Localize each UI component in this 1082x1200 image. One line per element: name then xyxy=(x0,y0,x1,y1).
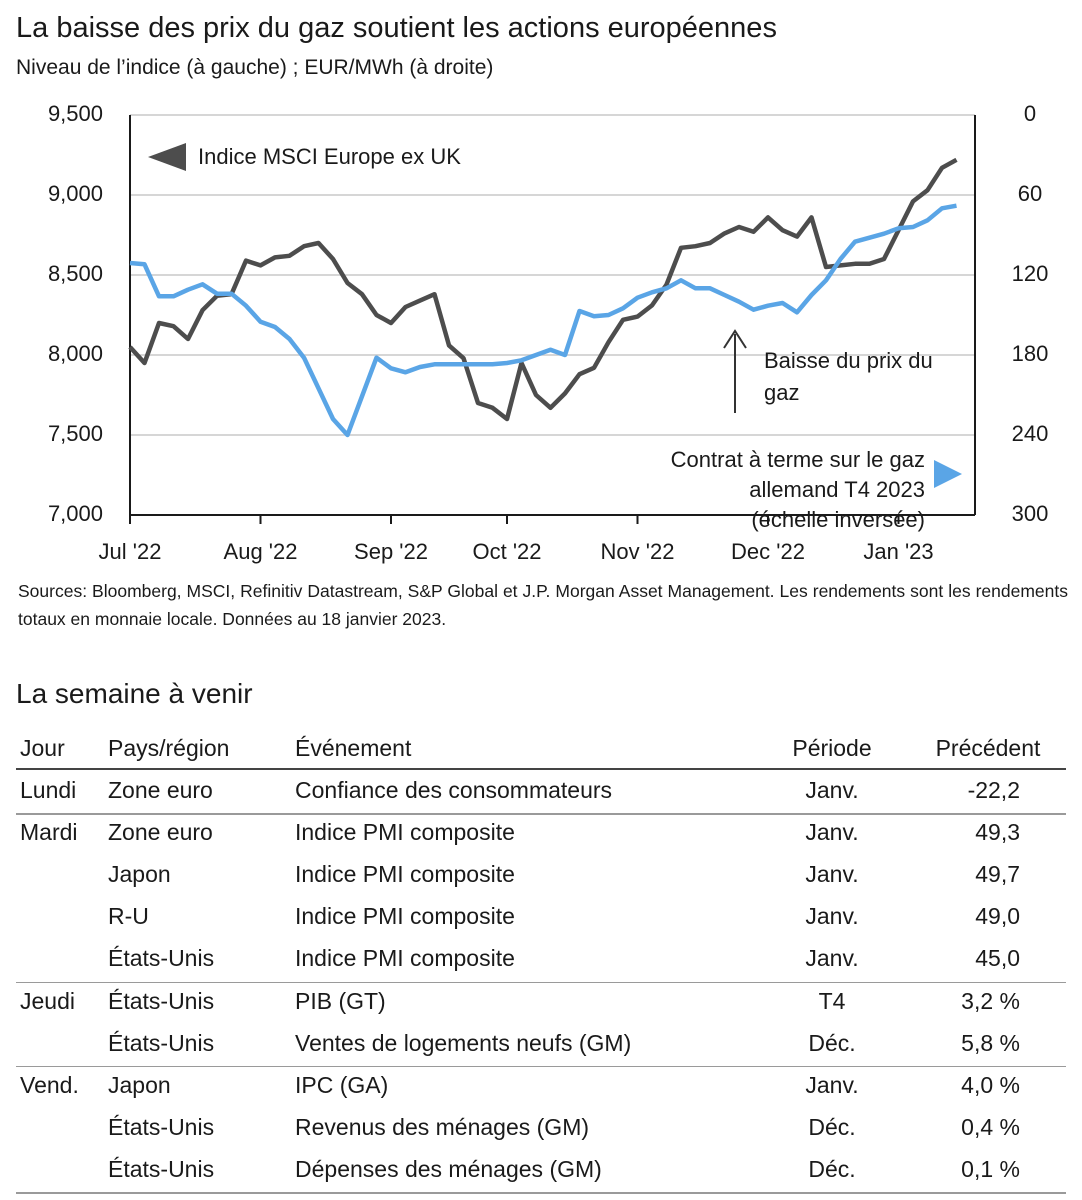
x-tick-label: Nov '22 xyxy=(601,539,675,564)
y-tick-label: 9,500 xyxy=(48,101,103,126)
value-cell: 49,0 xyxy=(975,903,1020,930)
table-cell: États-Unis xyxy=(108,987,215,1014)
value-cell: 5,8 % xyxy=(961,1029,1020,1056)
column-header: Période xyxy=(792,735,872,761)
table-cell: Janv. xyxy=(805,903,859,930)
table-cell: Indice PMI composite xyxy=(295,903,515,930)
annotation-arrowhead xyxy=(723,329,747,349)
table-cell: PIB (GT) xyxy=(295,987,386,1014)
table-cell: Vend. xyxy=(20,1071,79,1098)
value-cell: -22,2 xyxy=(967,777,1020,803)
y-tick-label: 7,000 xyxy=(48,501,103,526)
table-cell: Janv. xyxy=(805,861,859,888)
table-cell: Zone euro xyxy=(108,819,213,846)
table-cell: Dépenses des ménages (GM) xyxy=(295,1155,602,1182)
y2-tick-label: 0 xyxy=(1024,101,1036,126)
y-tick-label: 8,000 xyxy=(48,341,103,366)
table-cell: Japon xyxy=(108,1071,171,1098)
table-cell: Déc. xyxy=(808,1155,856,1182)
source-note: Sources: Bloomberg, MSCI, Refinitiv Data… xyxy=(18,581,1068,629)
annotation: Baisse du prix du gaz xyxy=(764,348,933,405)
table-cell: Revenus des ménages (GM) xyxy=(295,1113,590,1140)
x-tick-label: Dec '22 xyxy=(731,539,805,564)
value-cell: 49,7 xyxy=(975,861,1020,888)
table-cell: Indice PMI composite xyxy=(295,945,515,972)
x-tick-label: Jul '22 xyxy=(99,539,162,564)
x-tick-label: Aug '22 xyxy=(224,539,298,564)
table-cell: Zone euro xyxy=(108,777,213,803)
table-cell: IPC (GA) xyxy=(295,1071,389,1098)
legend-marker xyxy=(148,143,186,171)
x-tick-label: Sep '22 xyxy=(354,539,428,564)
row-separator xyxy=(16,768,1066,770)
x-tick-label: Oct '22 xyxy=(472,539,541,564)
table-cell: Janv. xyxy=(805,1071,859,1098)
table-cell: Déc. xyxy=(808,1029,856,1056)
table-cell: États-Unis xyxy=(108,1155,215,1182)
y-tick-label: 9,000 xyxy=(48,181,103,206)
value-cell: 0,1 % xyxy=(961,1155,1020,1182)
table-cell: Indice PMI composite xyxy=(295,819,515,846)
table-cell: Jeudi xyxy=(20,987,75,1014)
value-cell: 3,2 % xyxy=(961,987,1020,1014)
column-header: Événement xyxy=(295,735,412,761)
legend-label: Contrat à terme sur le gaz allemand T4 2… xyxy=(670,447,925,532)
value-cell: 0,4 % xyxy=(961,1113,1020,1140)
legend-label: Indice MSCI Europe ex UK xyxy=(198,144,461,169)
table-cell: R-U xyxy=(108,903,149,930)
table-cell: Mardi xyxy=(20,819,78,846)
table-cell: Ventes de logements neufs (GM) xyxy=(295,1029,632,1056)
row-separator xyxy=(16,1065,1066,1068)
y2-tick-label: 240 xyxy=(1012,421,1049,446)
table-cell: T4 xyxy=(818,987,846,1014)
value-cell: 49,3 xyxy=(975,819,1020,846)
series-line xyxy=(128,157,958,422)
y2-tick-label: 60 xyxy=(1018,181,1042,206)
series-line xyxy=(129,203,957,438)
chart-title: La baisse des prix du gaz soutient les a… xyxy=(16,12,777,44)
table-cell: Japon xyxy=(108,861,171,888)
table-cell: Janv. xyxy=(805,945,859,972)
table-cell: États-Unis xyxy=(108,1029,215,1056)
table-cell: Janv. xyxy=(805,819,859,846)
row-separator xyxy=(16,1192,1066,1194)
table-title: La semaine à venir xyxy=(16,678,253,709)
chart-subtitle: Niveau de l’indice (à gauche) ; EUR/MWh … xyxy=(16,56,494,79)
column-header: Jour xyxy=(20,735,65,761)
column-header: Pays/région xyxy=(108,735,230,761)
y2-tick-label: 180 xyxy=(1012,341,1049,366)
table-cell: Confiance des consommateurs xyxy=(295,777,613,803)
value-cell: 4,0 % xyxy=(961,1071,1020,1098)
chart: 7,000 7,500 8,000 8,500 9,000 9,500 0 60 120 180 2… xyxy=(48,101,1049,564)
row-separator xyxy=(16,981,1066,983)
y-tick-label: 8,500 xyxy=(48,261,103,286)
x-tick-label: Jan '23 xyxy=(863,539,933,564)
y2-tick-label: 300 xyxy=(1012,501,1049,526)
y2-tick-label: 120 xyxy=(1012,261,1049,286)
table-cell: États-Unis xyxy=(108,1113,215,1140)
table-cell: États-Unis xyxy=(108,945,215,972)
table-cell: Indice PMI composite xyxy=(295,861,515,888)
table-cell: Lundi xyxy=(20,777,77,803)
legend-marker xyxy=(934,460,962,488)
value-cell: 45,0 xyxy=(975,945,1020,972)
column-header: Précédent xyxy=(935,735,1041,761)
table-cell: Janv. xyxy=(805,777,859,803)
table-cell: Déc. xyxy=(808,1113,856,1140)
row-separator xyxy=(16,813,1066,815)
y-tick-label: 7,500 xyxy=(48,421,103,446)
